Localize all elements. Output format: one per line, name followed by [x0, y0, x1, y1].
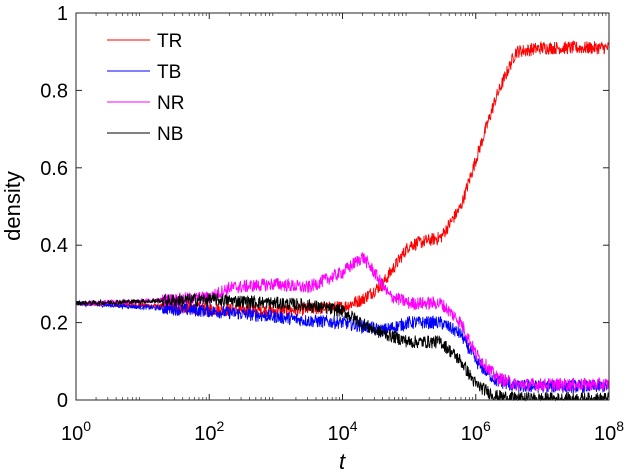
y-axis: 0 0.2 0.4 0.6 0.8 1: [40, 3, 609, 412]
x-axis-label: t: [339, 449, 346, 474]
series-layer: [75, 40, 610, 402]
x-axis: 100 102 104 106 108: [61, 13, 624, 445]
legend-label-tb: TB: [157, 62, 181, 83]
y-tick-label: 0.4: [40, 235, 68, 257]
y-tick-label: 0.8: [40, 80, 68, 102]
y-tick-label: 1: [57, 3, 68, 25]
y-tick-label: 0.2: [40, 313, 68, 335]
legend-label-nb: NB: [157, 124, 183, 145]
plot-area: [76, 13, 609, 400]
series-line-nr: [75, 252, 610, 393]
x-tick-label: 102: [194, 418, 224, 445]
y-tick-label: 0: [57, 390, 68, 412]
x-tick-label: 108: [594, 418, 624, 445]
series-line-tb: [75, 300, 610, 394]
x-tick-label: 104: [327, 418, 357, 445]
legend: TR TB NR NB: [107, 31, 184, 145]
legend-label-tr: TR: [157, 31, 182, 52]
y-tick-label: 0.6: [40, 158, 68, 180]
y-axis-label: density: [0, 171, 25, 241]
x-tick-label: 106: [461, 418, 491, 445]
x-tick-label: 100: [61, 418, 91, 445]
legend-label-nr: NR: [157, 93, 184, 114]
series-line-nb: [75, 292, 610, 402]
